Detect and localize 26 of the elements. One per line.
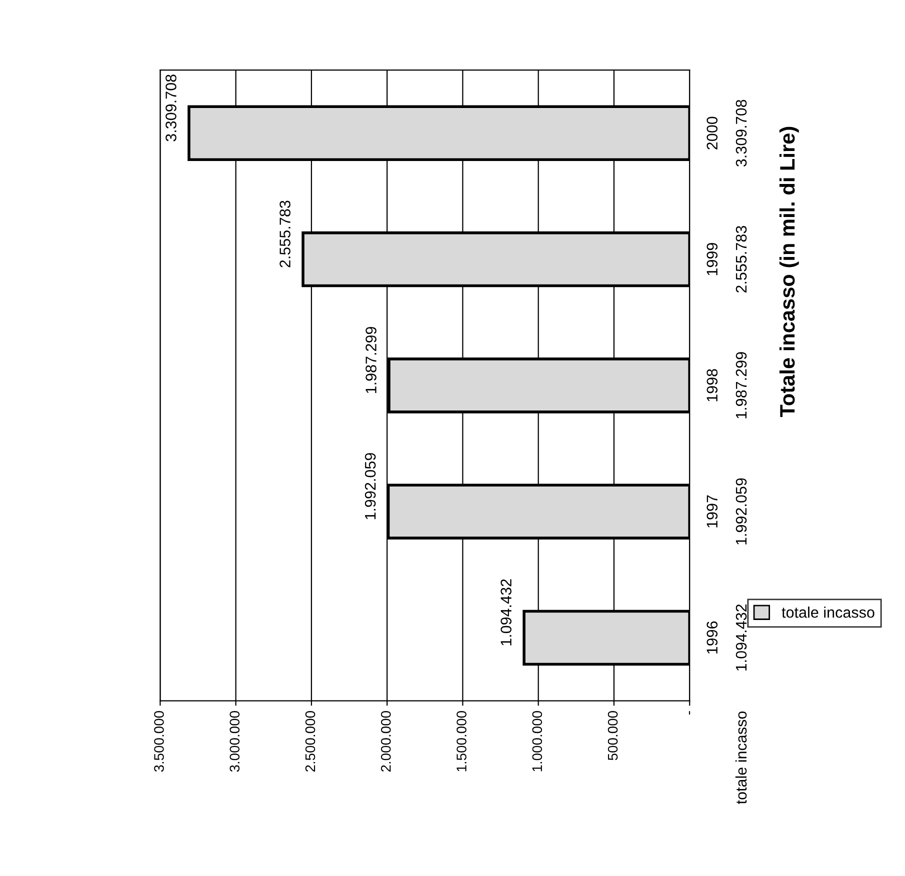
x-tick-label: 1.500.000 — [456, 711, 466, 772]
x-tick-label: - — [688, 711, 690, 715]
text: 1.987.299 — [366, 326, 376, 394]
text: 1.992.059 — [364, 453, 376, 520]
data-label: 3.309.708 — [736, 100, 747, 167]
x-tick-label: 2.000.000 — [380, 711, 391, 772]
y-tick-label: 1996 — [706, 621, 718, 654]
y-tick-label: 2000 — [706, 116, 718, 150]
data-label: 1.094.432 — [736, 604, 747, 671]
data-label: 1.987.299 — [736, 352, 747, 418]
text: 3.309.708 — [166, 74, 176, 142]
x-tick-label: 3.000.000 — [230, 711, 240, 772]
y-tick-label: 1999 — [706, 243, 718, 276]
text: 1.094.432 — [500, 579, 512, 646]
data-label: 2.555.783 — [736, 226, 747, 293]
x-tick-label: 500.000 — [608, 711, 618, 760]
text: totale incasso — [735, 711, 747, 804]
y-tick-label: 1998 — [706, 369, 718, 402]
x-tick-label: 3.500.000 — [154, 711, 164, 772]
x-tick-label: 1.000.000 — [532, 711, 542, 772]
text: Totale incasso (in mil. di Lire) — [779, 126, 799, 417]
y-tick-label: 1997 — [706, 495, 718, 528]
x-tick-label: 2.500.000 — [305, 711, 316, 772]
text: 2.555.783 — [280, 200, 290, 268]
data-label: 1.992.059 — [736, 478, 747, 544]
legend-label: totale incasso — [782, 606, 874, 618]
